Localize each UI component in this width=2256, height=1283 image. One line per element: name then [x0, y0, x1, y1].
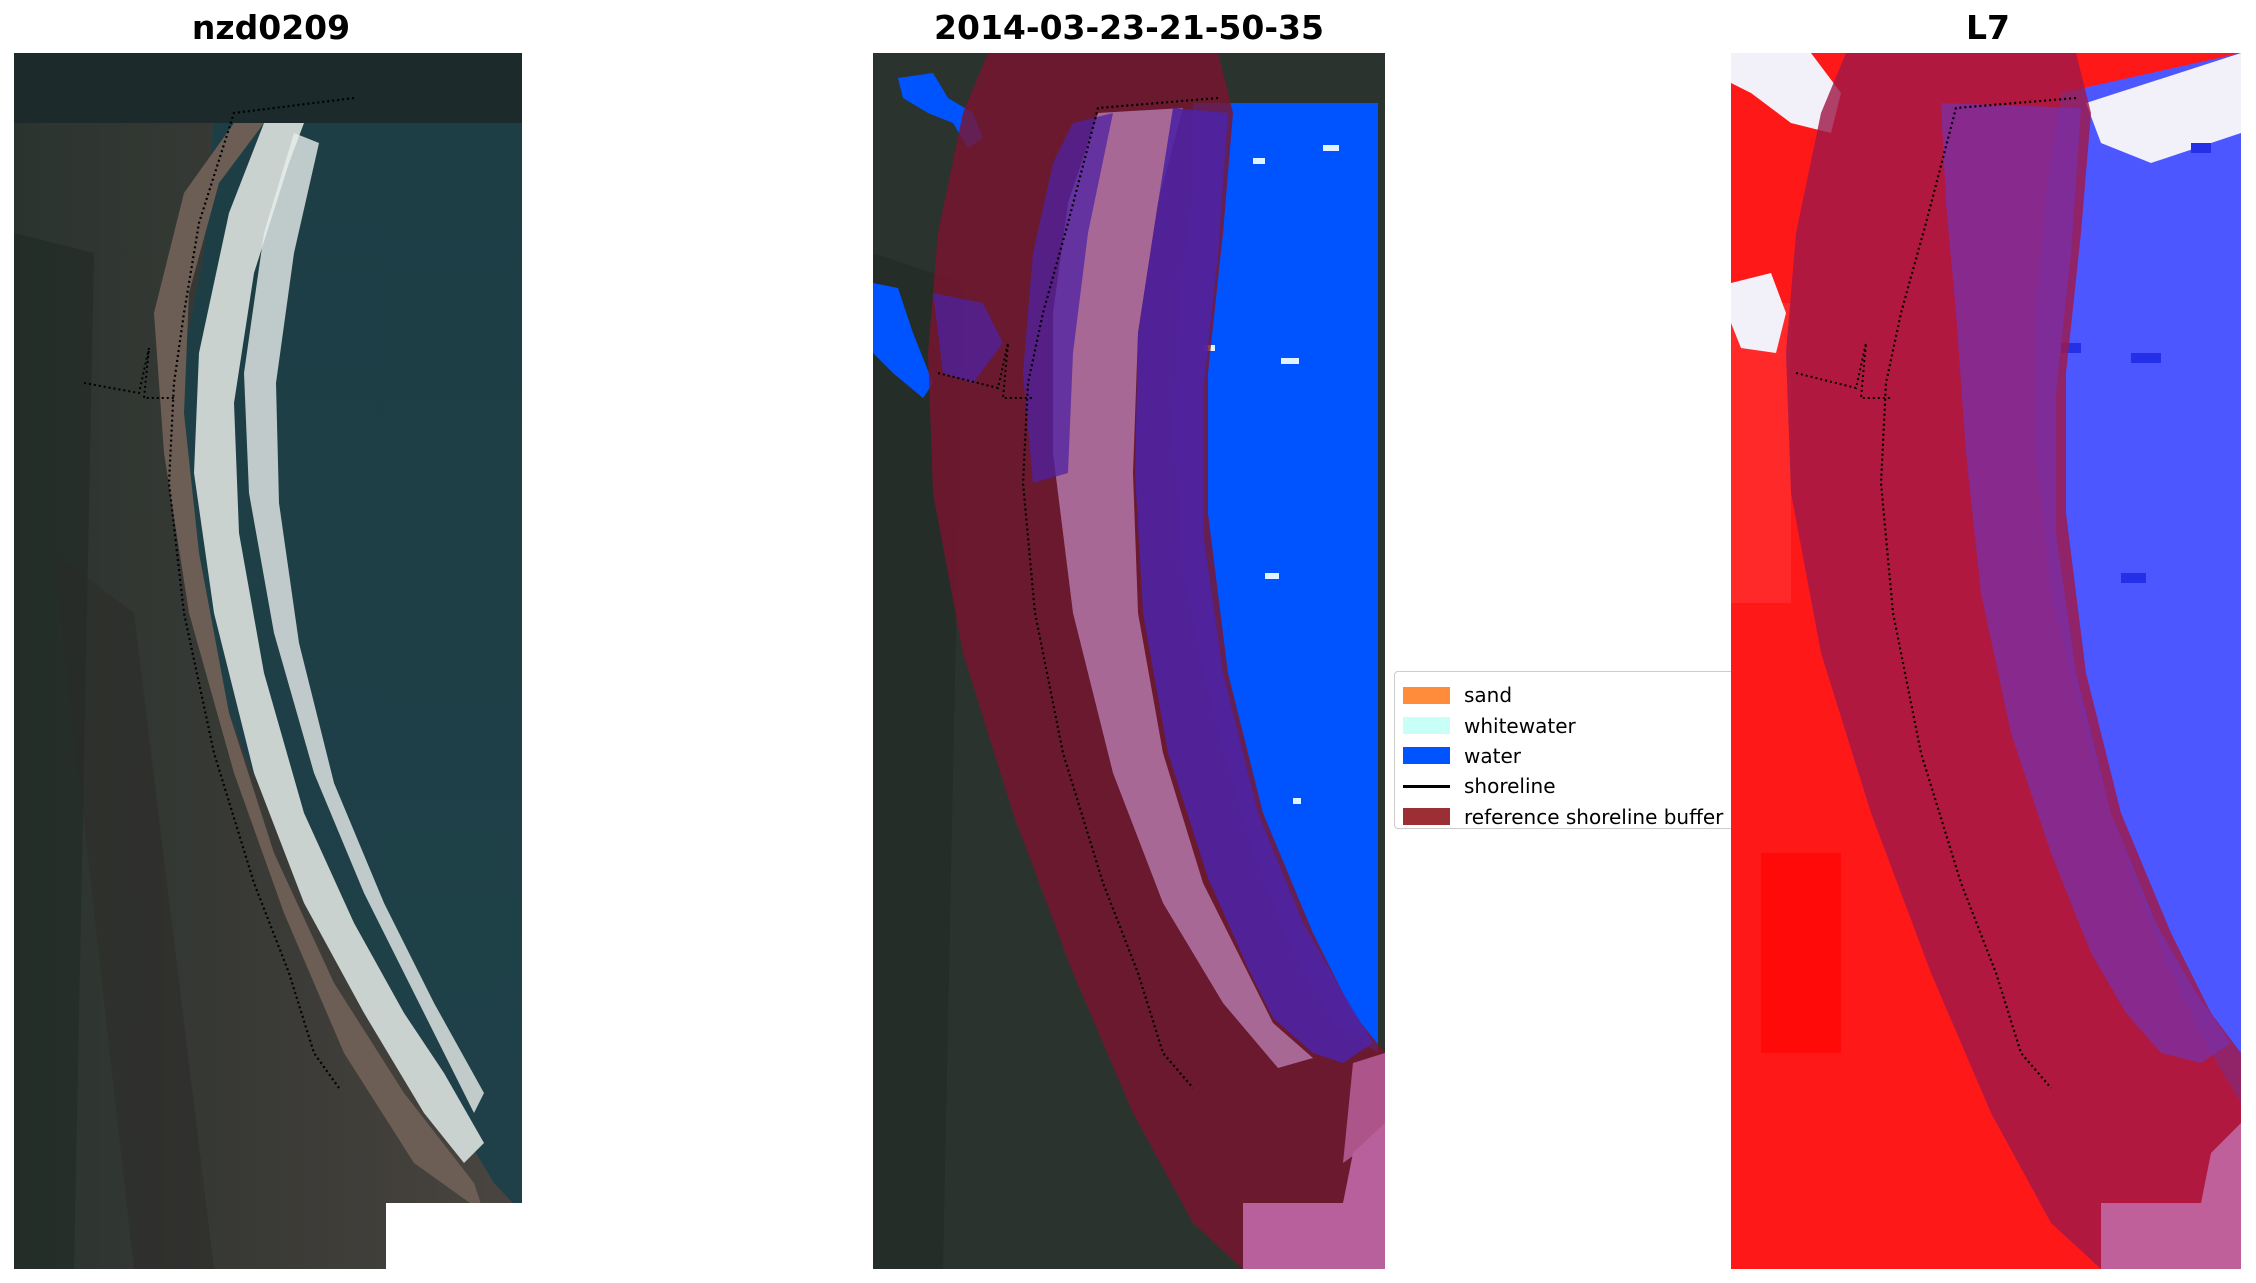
panel-title-classified: 2014-03-23-21-50-35	[934, 8, 1324, 47]
legend-item-buffer: reference shoreline buffer	[1395, 802, 1753, 832]
whitewater-swatch-icon	[1403, 717, 1450, 735]
shoreline-line-icon	[1403, 784, 1450, 788]
legend-label: sand	[1464, 683, 1513, 708]
panel-title-rgb: nzd0209	[191, 8, 351, 47]
panel-title-index: L7	[1966, 8, 2010, 47]
legend-label: water	[1464, 743, 1521, 768]
legend: sand whitewater water shoreline referenc…	[1394, 671, 1754, 829]
legend-label: reference shoreline buffer	[1464, 804, 1724, 829]
sand-swatch-icon	[1403, 686, 1450, 704]
buffer-swatch-icon	[1403, 808, 1450, 826]
legend-label: whitewater	[1464, 713, 1576, 738]
legend-item-whitewater: whitewater	[1395, 710, 1753, 740]
legend-item-sand: sand	[1395, 680, 1753, 710]
classified-image	[873, 53, 1385, 1269]
rgb-satellite-image	[14, 53, 522, 1269]
index-image	[1731, 53, 2241, 1269]
water-swatch-icon	[1403, 747, 1450, 765]
legend-item-water: water	[1395, 741, 1753, 771]
legend-label: shoreline	[1464, 774, 1556, 799]
legend-item-shoreline: shoreline	[1395, 771, 1753, 801]
